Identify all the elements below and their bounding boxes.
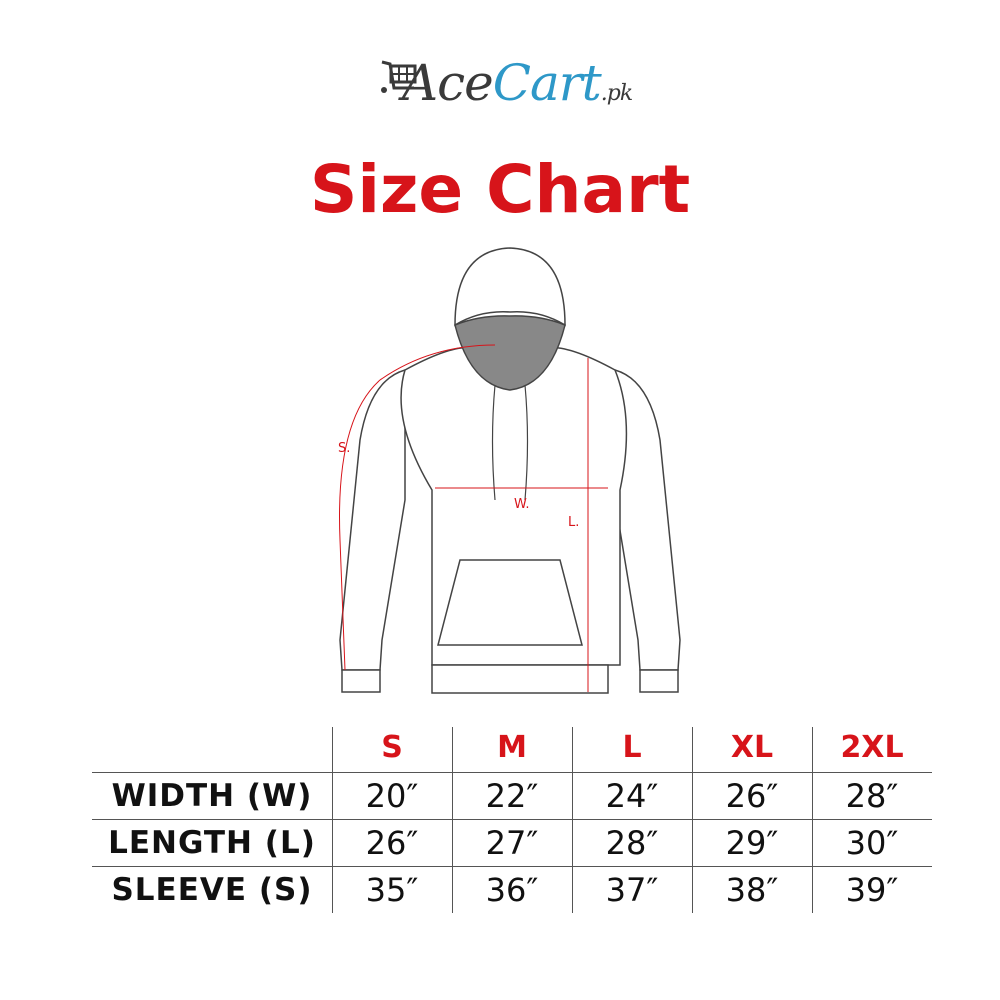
table-divider (92, 819, 932, 820)
table-divider (692, 727, 693, 913)
size-header: 2XL (840, 730, 904, 765)
table-divider (92, 772, 932, 773)
table-divider (332, 727, 333, 913)
brand-name-part1: Ace (402, 54, 494, 112)
size-header: S (381, 730, 403, 765)
table-cell: 30″ (845, 824, 899, 862)
table-divider (92, 866, 932, 867)
size-header: M (497, 730, 527, 765)
row-label: SLEEVE (S) (111, 872, 313, 908)
table-cell: 26″ (725, 777, 779, 815)
sleeve-dimension-label: S. (338, 441, 350, 456)
size-header: XL (730, 730, 774, 765)
table-cell: 24″ (605, 777, 659, 815)
row-label: LENGTH (L) (108, 825, 316, 861)
table-cell: 38″ (725, 871, 779, 909)
table-cell: 22″ (485, 777, 539, 815)
table-divider (812, 727, 813, 913)
table-cell: 20″ (365, 777, 419, 815)
page-title: Size Chart (309, 151, 691, 228)
size-header: L (622, 730, 642, 765)
table-divider (452, 727, 453, 913)
table-cell: 28″ (605, 824, 659, 862)
size-table: S M L XL 2XL WIDTH (W) 20″ 22″ 24″ 26″ 28″ LENGTH (… (92, 725, 932, 915)
length-dimension-label: L. (568, 515, 579, 530)
table-cell: 29″ (725, 824, 779, 862)
table-cell: 37″ (605, 871, 659, 909)
table-divider (572, 727, 573, 913)
shopping-cart-icon (381, 60, 417, 93)
table-cell: 36″ (485, 871, 539, 909)
table-cell: 26″ (365, 824, 419, 862)
table-cell: 35″ (365, 871, 419, 909)
brand-name-part2: Cart (492, 54, 602, 112)
brand-suffix: .pk (600, 81, 633, 106)
hoodie-diagram: S. W. L. (338, 247, 681, 694)
width-dimension-label: W. (514, 497, 530, 512)
table-cell: 28″ (845, 777, 899, 815)
table-cell: 27″ (485, 824, 539, 862)
table-cell: 39″ (845, 871, 899, 909)
brand-logo: AceCart.pk (380, 48, 680, 118)
row-label: WIDTH (W) (111, 778, 313, 814)
